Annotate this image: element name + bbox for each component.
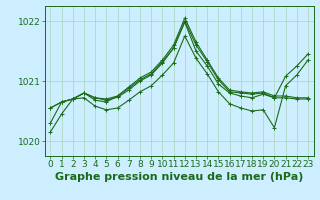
X-axis label: Graphe pression niveau de la mer (hPa): Graphe pression niveau de la mer (hPa) — [55, 172, 303, 182]
